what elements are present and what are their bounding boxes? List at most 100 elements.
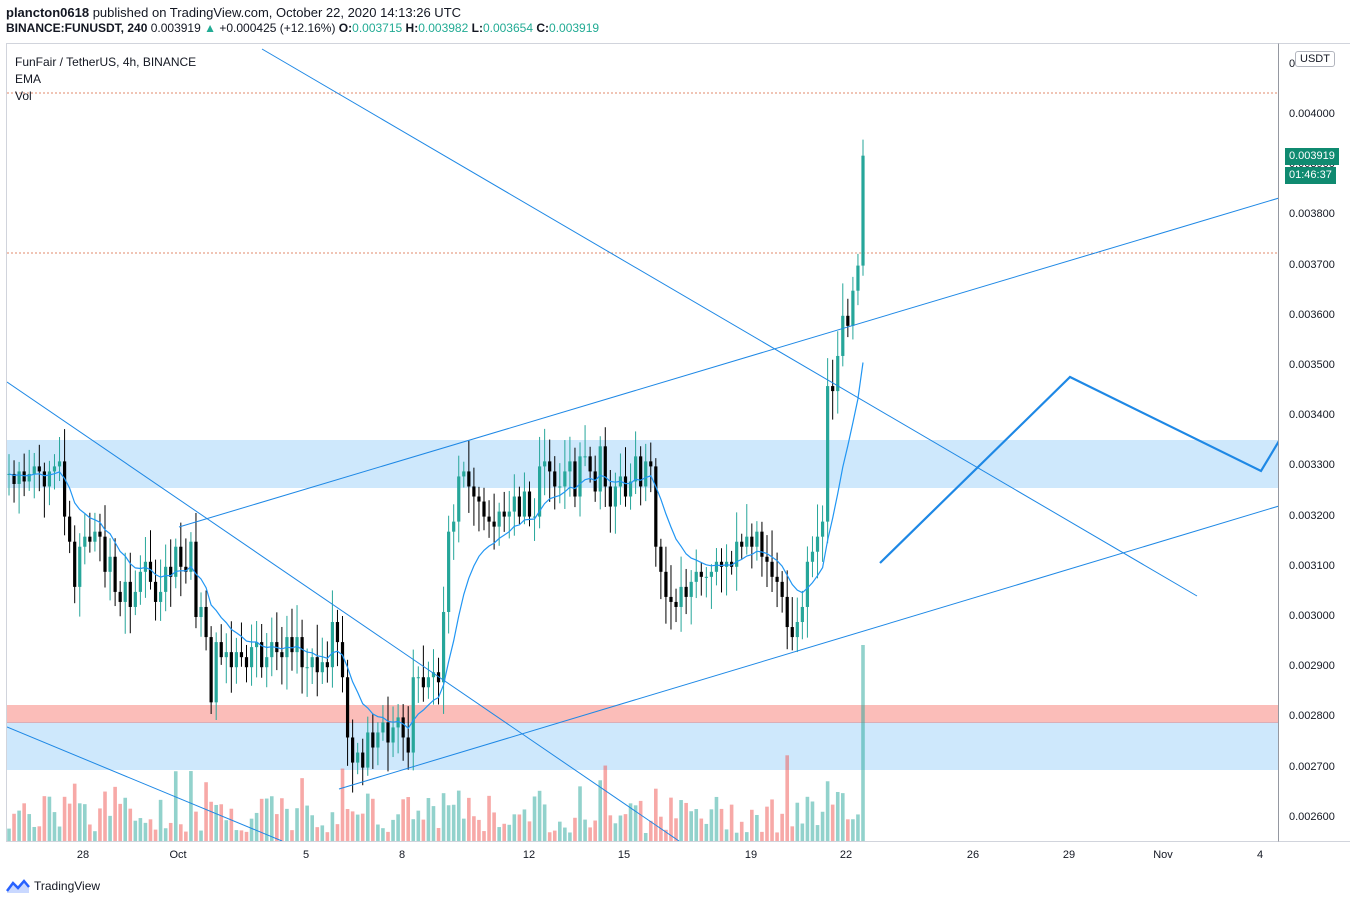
candle[interactable] (659, 546, 663, 572)
candle[interactable] (280, 652, 284, 658)
price-axis[interactable]: USDT 0 0.0040000.0039000.0038000.0037000… (1278, 43, 1350, 842)
candle[interactable] (654, 466, 658, 547)
candle[interactable] (113, 556, 117, 592)
candle[interactable] (305, 667, 309, 669)
candle[interactable] (497, 511, 501, 527)
candle[interactable] (593, 471, 597, 492)
candle[interactable] (229, 652, 233, 668)
candle[interactable] (452, 521, 456, 532)
candle[interactable] (57, 461, 62, 467)
candle[interactable] (694, 571, 698, 582)
candle[interactable] (679, 586, 683, 607)
candle[interactable] (199, 606, 203, 617)
candle[interactable] (330, 622, 335, 668)
candle[interactable] (750, 536, 754, 547)
candle[interactable] (558, 486, 562, 488)
descending-trendline-bottom[interactable] (7, 726, 283, 841)
candle[interactable] (846, 315, 850, 326)
candle[interactable] (184, 566, 188, 572)
candle[interactable] (143, 561, 148, 572)
candle[interactable] (527, 491, 532, 517)
candle[interactable] (598, 446, 602, 492)
candle[interactable] (42, 471, 46, 487)
candle[interactable] (836, 355, 840, 392)
candle[interactable] (128, 581, 132, 607)
candle[interactable] (507, 511, 511, 517)
candle[interactable] (714, 561, 719, 572)
tradingview-footer[interactable]: TradingView (6, 879, 100, 893)
candle[interactable] (194, 541, 198, 617)
candle[interactable] (431, 672, 436, 678)
candle[interactable] (320, 662, 324, 673)
candle[interactable] (770, 561, 774, 577)
candle[interactable] (568, 461, 572, 472)
candle[interactable] (22, 471, 26, 482)
descending-trendline-upper[interactable] (261, 48, 1198, 597)
resistance-zone[interactable] (7, 440, 1278, 488)
candle[interactable] (608, 486, 612, 507)
candle[interactable] (699, 571, 703, 577)
candle[interactable] (244, 657, 249, 668)
candle[interactable] (831, 386, 835, 392)
candle[interactable] (83, 536, 87, 547)
candle[interactable] (800, 606, 804, 623)
candle[interactable] (371, 732, 375, 748)
candle[interactable] (204, 606, 208, 638)
price-chart-svg[interactable] (7, 44, 1278, 842)
candle[interactable] (482, 501, 486, 517)
candle[interactable] (270, 642, 274, 658)
publisher-username[interactable]: plancton0618 (6, 5, 90, 20)
candle[interactable] (174, 546, 178, 577)
candle[interactable] (578, 456, 582, 497)
candle[interactable] (623, 476, 628, 497)
candle[interactable] (740, 541, 744, 547)
candle[interactable] (133, 591, 137, 607)
candle[interactable] (426, 677, 431, 688)
candle[interactable] (719, 561, 724, 567)
candle[interactable] (548, 461, 552, 472)
legend-vol[interactable]: Vol (15, 89, 32, 103)
candle[interactable] (103, 536, 107, 572)
candle[interactable] (537, 466, 542, 517)
candle[interactable] (148, 561, 153, 582)
candle[interactable] (532, 516, 537, 518)
candle[interactable] (411, 677, 415, 753)
ascending-channel-top[interactable] (178, 197, 1278, 528)
candle[interactable] (356, 752, 360, 763)
candle[interactable] (73, 541, 77, 587)
candle[interactable] (841, 315, 845, 356)
candle[interactable] (376, 732, 380, 748)
candle[interactable] (856, 265, 860, 291)
candle[interactable] (68, 516, 72, 542)
candle[interactable] (260, 642, 264, 668)
candle[interactable] (669, 596, 673, 602)
ema-line[interactable] (8, 362, 864, 730)
candle[interactable] (603, 446, 607, 487)
candle[interactable] (775, 576, 779, 582)
candle[interactable] (345, 677, 350, 738)
candle[interactable] (467, 471, 471, 487)
candle[interactable] (613, 486, 617, 507)
candle[interactable] (492, 521, 496, 527)
candle[interactable] (158, 591, 163, 602)
candle[interactable] (37, 466, 41, 472)
candle[interactable] (164, 566, 168, 592)
candle[interactable] (366, 732, 370, 768)
candle[interactable] (709, 571, 714, 577)
candle[interactable] (780, 581, 784, 597)
candle[interactable] (462, 471, 466, 477)
candle[interactable] (820, 521, 825, 537)
candle[interactable] (487, 516, 491, 522)
candle[interactable] (32, 466, 36, 474)
legend-ema[interactable]: EMA (15, 72, 42, 86)
candle[interactable] (502, 511, 506, 517)
candle[interactable] (704, 576, 708, 578)
candle[interactable] (335, 622, 340, 643)
candle[interactable] (179, 546, 183, 567)
candle[interactable] (224, 652, 228, 658)
candle[interactable] (724, 561, 729, 567)
candle[interactable] (735, 541, 739, 567)
candle[interactable] (785, 596, 789, 628)
candle[interactable] (634, 456, 638, 482)
candle[interactable] (563, 471, 567, 487)
